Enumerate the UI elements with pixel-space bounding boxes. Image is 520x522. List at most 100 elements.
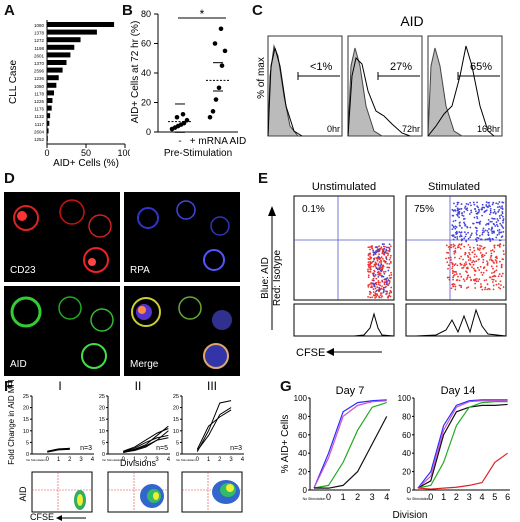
cell-dot	[474, 253, 476, 256]
cell-dot	[369, 256, 371, 258]
cell-dot	[492, 201, 495, 204]
panel-b-ylabel: AID+ Cells at 72 hr (%)	[130, 21, 141, 124]
cell-dot	[490, 220, 493, 223]
cell-dot	[489, 211, 492, 214]
cell-dot	[456, 203, 459, 206]
cell-dot	[482, 267, 485, 270]
cell-dot	[380, 246, 383, 249]
cell-dot	[446, 251, 448, 254]
cell-dot	[456, 201, 459, 204]
cell-dot	[485, 201, 488, 204]
cell-dot	[500, 214, 503, 217]
cell-dot	[472, 263, 475, 266]
cell-dot	[377, 281, 380, 284]
panel-c-histograms: AID % of max <1% 0hr 27% 72hr 65% 168hr	[256, 13, 503, 137]
cell-dot	[486, 229, 489, 232]
micrograph-aid: AID	[4, 286, 120, 376]
cell-dot	[469, 257, 472, 260]
cell-dot	[385, 277, 388, 280]
cell-dot	[464, 207, 466, 209]
cell-dot	[390, 271, 392, 274]
cell-dot	[469, 259, 472, 261]
cell-dot	[483, 279, 486, 282]
cell-dot	[497, 275, 500, 278]
cell-dot	[382, 264, 385, 267]
fold-change-chart: 0 5 10 15 20 25 No Stimulation 0 1 2 3 4 n=3	[23, 394, 95, 463]
histogram-168hr-time: 168hr	[477, 124, 500, 134]
cell-dot	[468, 253, 471, 256]
cell-dot	[459, 231, 462, 234]
y-tick-label: 5	[176, 440, 179, 446]
cell-dot	[475, 233, 478, 236]
cell-dot	[467, 286, 470, 289]
cell-dot	[388, 258, 391, 261]
cell-dot	[458, 246, 460, 249]
cell-dot	[452, 243, 455, 246]
cell-dot	[465, 278, 468, 281]
cell-dot	[479, 234, 481, 237]
cell-dot	[388, 247, 391, 250]
cell-dot	[451, 283, 454, 286]
cell-dot	[388, 263, 391, 265]
x-tick-label: No Stimulation	[407, 497, 430, 501]
cell-dot	[470, 211, 473, 214]
cell-dot	[502, 250, 505, 252]
y-tick-label: 5	[26, 440, 29, 446]
data-point	[212, 41, 218, 46]
cell-dot	[467, 259, 470, 261]
cell-dot	[463, 264, 466, 267]
cell-dot	[380, 256, 383, 259]
flow-mini-2	[107, 471, 169, 513]
cell-dot	[390, 286, 393, 289]
flow-mini-3	[181, 471, 243, 513]
cell-dot	[486, 260, 488, 263]
cell-dot	[459, 262, 462, 265]
cell-dot	[472, 279, 475, 281]
cell-dot	[454, 251, 457, 253]
case-label: 1272	[34, 38, 45, 43]
cell-dot	[473, 256, 476, 258]
y-tick-label: 60	[402, 431, 411, 440]
y-tick-label: 80	[298, 412, 307, 421]
fold-change-line	[196, 407, 232, 451]
cell-dot	[372, 273, 375, 276]
cell-dot	[381, 280, 384, 283]
cell-dot	[479, 265, 482, 268]
cell-dot	[464, 252, 467, 255]
panel-label-b: B	[122, 2, 133, 19]
cell-dot	[385, 249, 388, 252]
cell-dot	[478, 249, 481, 251]
cell-dot	[460, 207, 463, 210]
cell-dot	[378, 296, 381, 299]
cell-dot	[487, 219, 490, 221]
cell-dot	[458, 279, 461, 282]
cell-dot	[387, 249, 390, 252]
cell-dot	[498, 245, 501, 248]
cell-dot	[496, 206, 499, 209]
cell-dot	[375, 277, 378, 280]
cell-dot	[502, 201, 505, 204]
cell-dot	[379, 294, 382, 296]
cell-dot	[475, 240, 478, 243]
cell-dot	[453, 244, 456, 247]
cell-dot	[493, 245, 496, 247]
flow-mini-1	[31, 471, 93, 513]
x-tick-label: 2	[454, 492, 459, 502]
y-tick-label: 20	[298, 468, 307, 477]
cell-dot	[373, 263, 376, 266]
cell-dot	[370, 262, 373, 264]
y-tick-label: 100	[294, 394, 308, 403]
x-tick-label: 3	[370, 492, 375, 502]
group-iii-roman: III	[207, 379, 217, 393]
cell-dot	[502, 221, 504, 224]
cell-dot	[388, 292, 391, 295]
x-tick-label: 4	[241, 457, 245, 463]
cell-dot	[454, 219, 457, 222]
cell-dot	[369, 291, 372, 294]
cell-dot	[456, 237, 459, 240]
cell-dot	[382, 265, 385, 268]
cell-dot	[457, 275, 459, 278]
cell-dot	[501, 211, 504, 213]
cell-dot	[486, 238, 489, 241]
cell-dot	[475, 280, 478, 283]
